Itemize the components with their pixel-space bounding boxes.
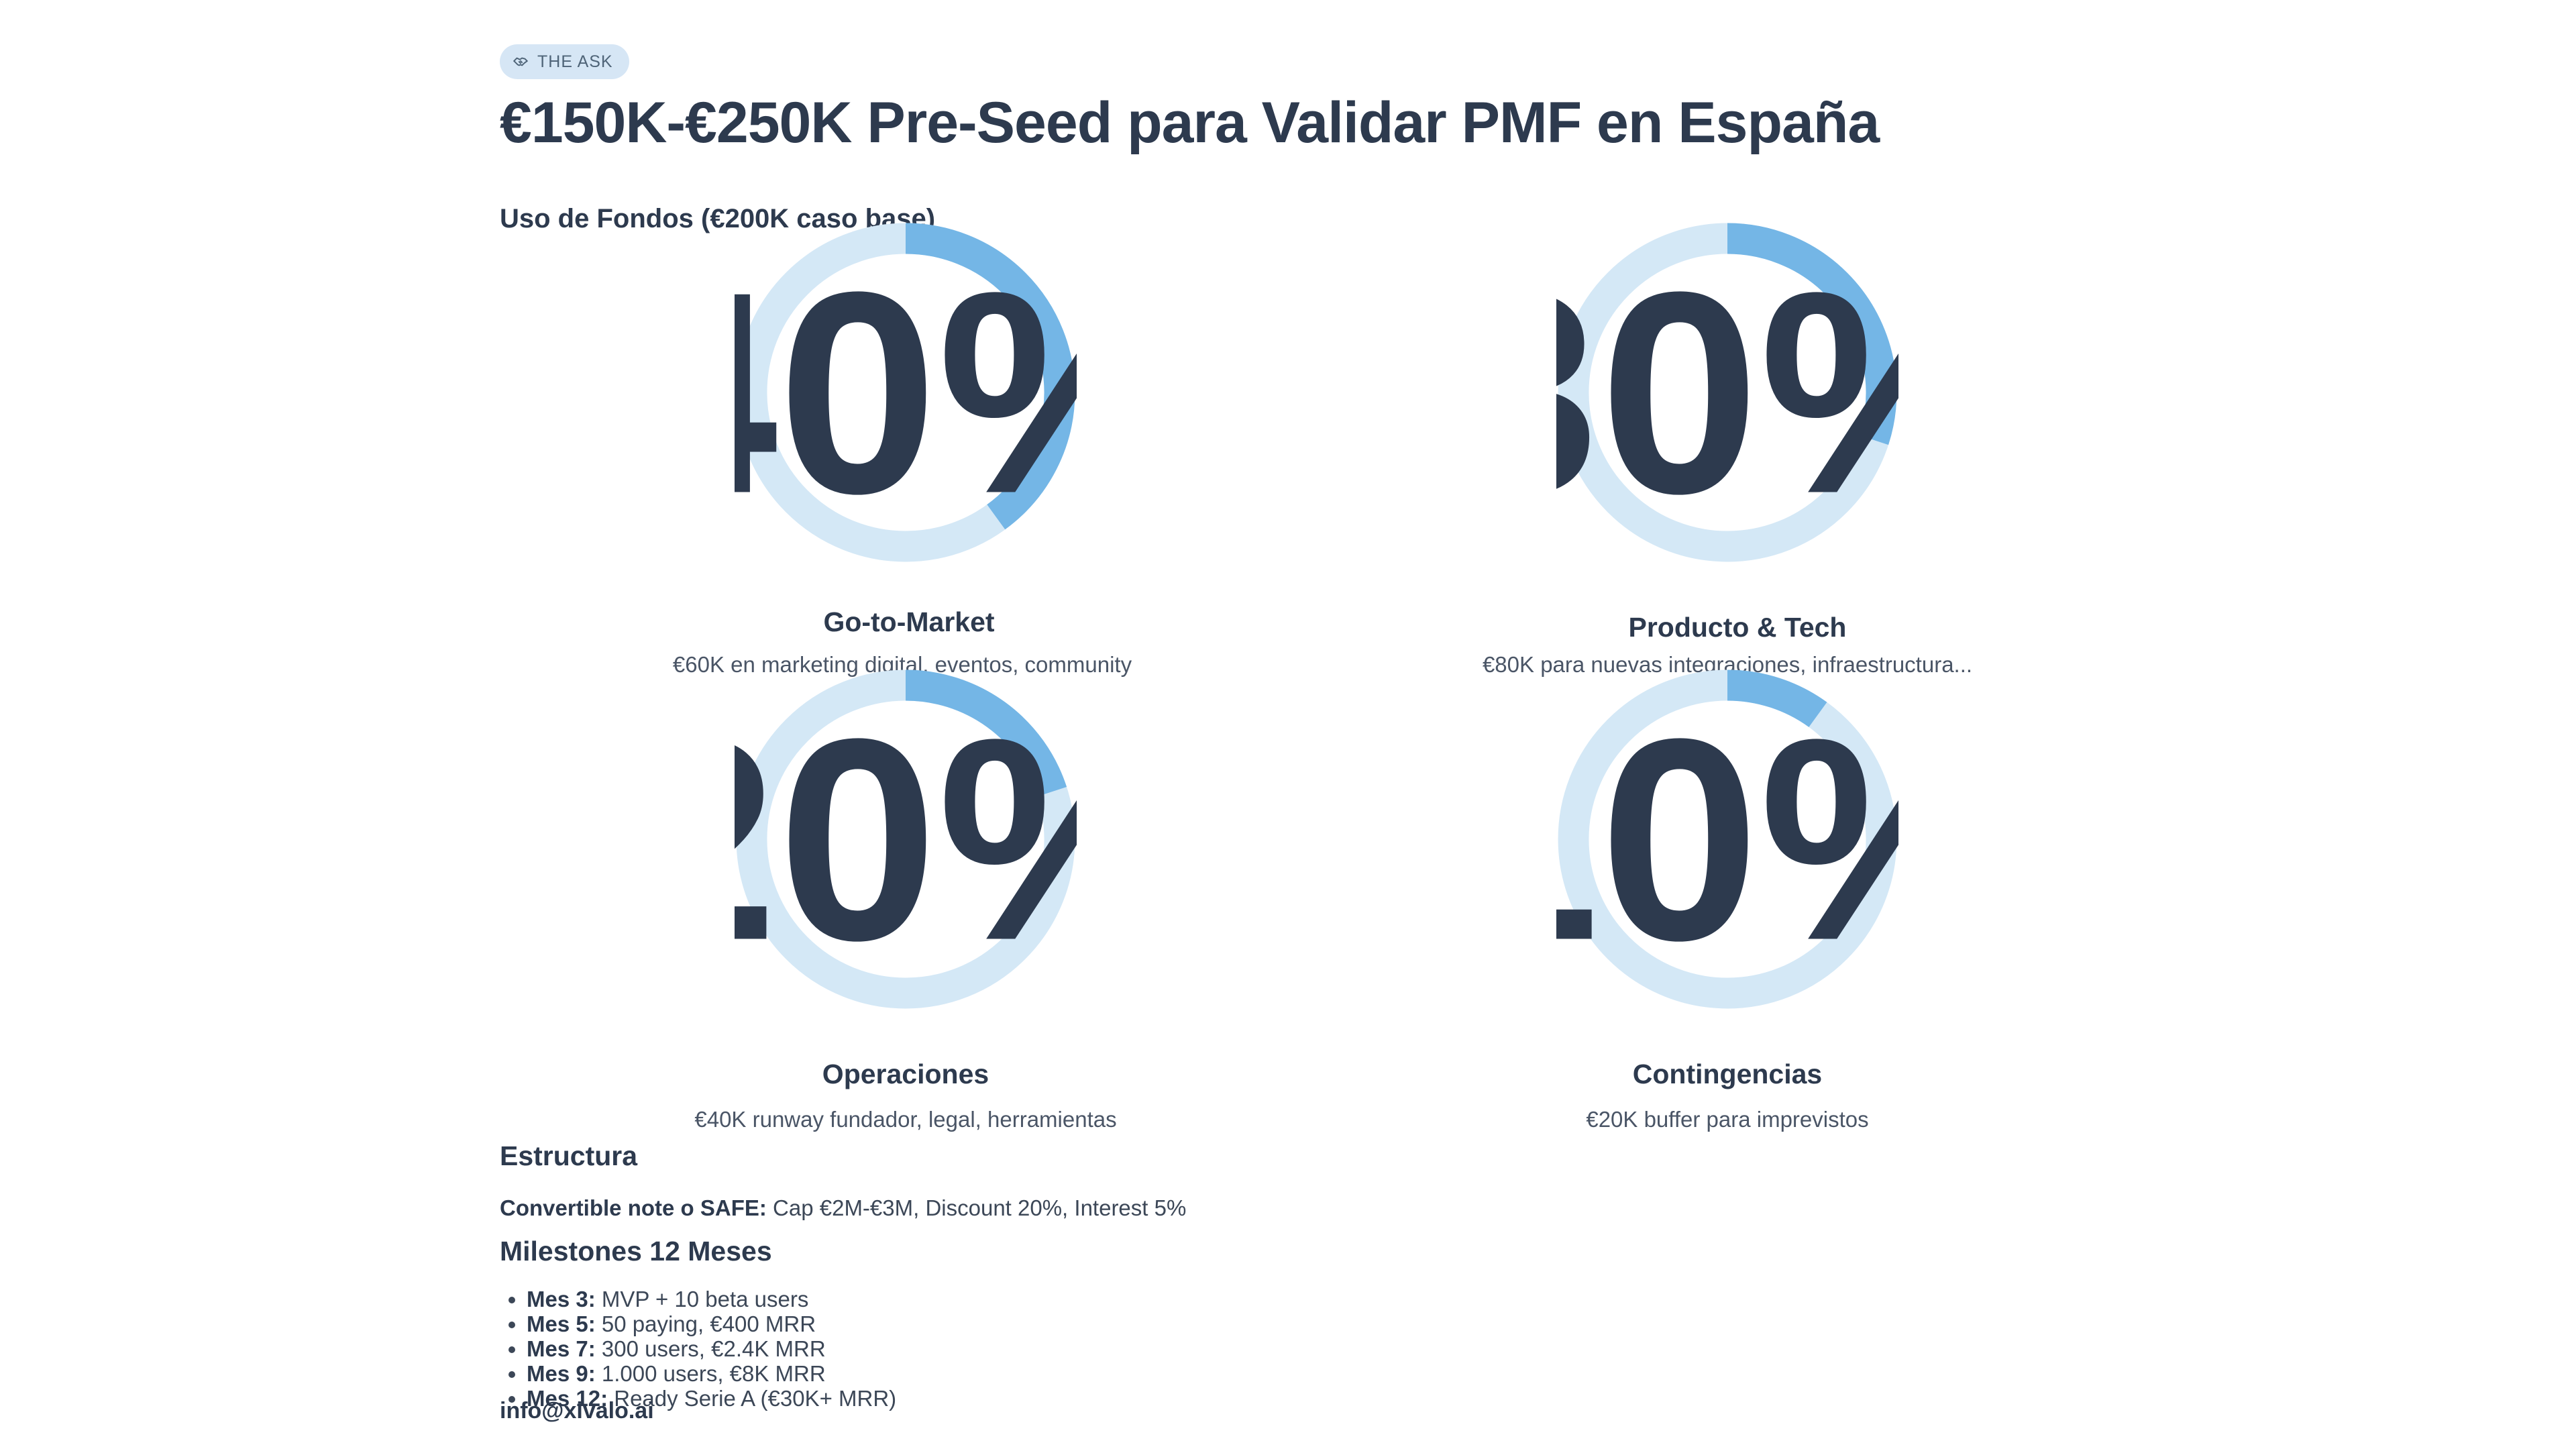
list-item: Mes 9: 1.000 users, €8K MRR: [527, 1361, 896, 1386]
category-description: €20K buffer para imprevistos: [1586, 1107, 1869, 1132]
donut-percent-label: 10%: [1556, 679, 1898, 1000]
contact-email[interactable]: info@xivalo.ai: [500, 1398, 654, 1424]
donut-arc-contingencias: [1558, 669, 1897, 1009]
donut-go-to-market: 40%: [735, 221, 1077, 564]
estructura-text: Convertible note o SAFE: Cap €2M-€3M, Di…: [500, 1195, 1186, 1221]
donut-percent-label: 20%: [735, 679, 1077, 1000]
donut-arc-operaciones: [736, 669, 1075, 1009]
estructura-label: Convertible note o SAFE:: [500, 1195, 767, 1220]
milestone-text: Ready Serie A (€30K+ MRR): [608, 1386, 897, 1411]
handshake-icon: [513, 57, 528, 66]
badge-label: THE ASK: [537, 52, 613, 71]
milestone-text: 1.000 users, €8K MRR: [595, 1361, 826, 1386]
the-ask-badge: THE ASK: [500, 44, 629, 79]
milestone-text: 300 users, €2.4K MRR: [595, 1336, 826, 1361]
milestone-text: MVP + 10 beta users: [595, 1287, 809, 1311]
category-title: Go-to-Market: [823, 606, 995, 637]
donut-percent-label: 30%: [1556, 232, 1898, 553]
milestone-label: Mes 7:: [527, 1336, 596, 1361]
list-item: Mes 3: MVP + 10 beta users: [527, 1287, 896, 1311]
category-title: Producto & Tech: [1628, 612, 1847, 643]
donut-operaciones: 20%: [735, 668, 1077, 1010]
page-title: €150K-€250K Pre-Seed para Validar PMF en…: [500, 91, 1880, 155]
milestone-label: Mes 9:: [527, 1361, 596, 1386]
list-item: Mes 5: 50 paying, €400 MRR: [527, 1311, 896, 1336]
list-item: Mes 7: 300 users, €2.4K MRR: [527, 1336, 896, 1361]
donut-contingencias: 10%: [1556, 668, 1898, 1010]
donut-arc-producto-tech: [1558, 223, 1897, 562]
category-title: Operaciones: [822, 1059, 989, 1089]
milestone-label: Mes 3:: [527, 1287, 596, 1311]
milestone-text: 50 paying, €400 MRR: [595, 1311, 816, 1336]
donut-percent-label: 40%: [735, 232, 1077, 553]
donut-producto-tech: 30%: [1556, 221, 1898, 564]
use-of-funds-subtitle: Uso de Fondos (€200K caso base): [500, 204, 936, 233]
milestone-label: Mes 5:: [527, 1311, 596, 1336]
category-description: €40K runway fundador, legal, herramienta…: [694, 1107, 1117, 1132]
estructura-heading: Estructura: [500, 1140, 638, 1171]
estructura-detail: Cap €2M-€3M, Discount 20%, Interest 5%: [766, 1195, 1187, 1220]
category-title: Contingencias: [1632, 1059, 1823, 1089]
milestone-label: Mes 12:: [527, 1386, 608, 1411]
list-item: Mes 12: Ready Serie A (€30K+ MRR): [527, 1386, 896, 1411]
donut-arc-go-to-market: [736, 223, 1075, 562]
milestones-heading: Milestones 12 Meses: [500, 1236, 772, 1267]
slide-content: THE ASK €150K-€250K Pre-Seed para Valida…: [500, 44, 2090, 1426]
milestones-list: Mes 3: MVP + 10 beta users Mes 5: 50 pay…: [500, 1287, 896, 1411]
